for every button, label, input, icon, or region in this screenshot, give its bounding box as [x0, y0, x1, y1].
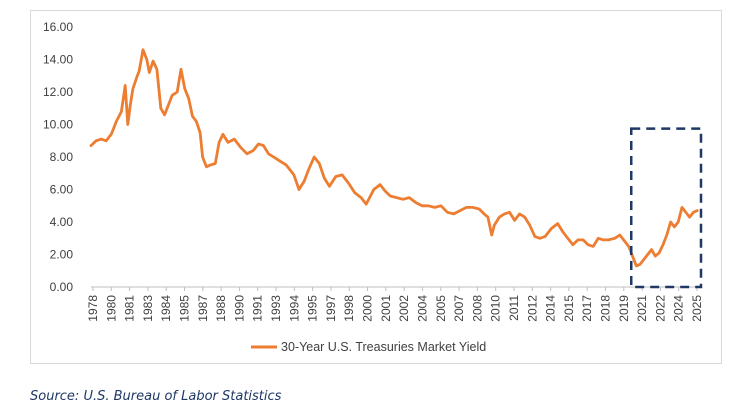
y-tick-label: 0.00	[50, 280, 74, 294]
y-tick-label: 4.00	[50, 215, 74, 229]
x-tick-label: 1980	[104, 295, 118, 322]
x-tick-label: 2019	[617, 295, 631, 322]
x-tick-label: 2021	[635, 295, 649, 322]
x-tick-label: 1995	[306, 295, 320, 322]
x-tick-label: 1983	[141, 295, 155, 322]
x-tick-label: 1981	[123, 295, 137, 322]
x-tick-label: 1985	[178, 295, 192, 322]
x-tick-label: 2022	[653, 295, 667, 322]
y-tick-label: 10.00	[43, 118, 73, 132]
x-tick-label: 1987	[196, 295, 210, 322]
x-tick-label: 2007	[452, 295, 466, 322]
annotation-layer	[629, 127, 703, 289]
x-tick-label: 2012	[525, 295, 539, 322]
chart-frame: 0.00 2.00 4.00 6.00 8.00 10.00 12.00 14.00 16.00…	[30, 10, 722, 364]
highlight-dashed-box	[629, 127, 703, 289]
x-tick-label: 2014	[544, 295, 558, 322]
x-tick-label: 1984	[159, 295, 173, 322]
x-tick-label: 2018	[598, 295, 612, 322]
y-tick-label: 12.00	[43, 85, 73, 99]
x-tick-label: 1997	[324, 295, 338, 322]
y-tick-label: 6.00	[50, 183, 74, 197]
x-tick-label: 2010	[489, 295, 503, 322]
x-tick-label: 1988	[214, 295, 228, 322]
y-axis: 0.00 2.00 4.00 6.00 8.00 10.00 12.00 14.00 16.00	[43, 20, 73, 294]
x-tick-label: 2008	[470, 295, 484, 322]
y-tick-label: 2.00	[50, 248, 74, 262]
x-tick-label: 2005	[434, 295, 448, 322]
series-line-30yr-treasury-yield	[89, 48, 699, 268]
y-tick-label: 8.00	[50, 150, 74, 164]
x-axis: 1978 1980 1981 1983 1984 1985 1987 1988 1990 1991…	[86, 286, 704, 322]
legend: 30-Year U.S. Treasuries Market Yield	[251, 340, 486, 354]
x-tick-label: 2000	[361, 295, 375, 322]
x-tick-label: 1994	[287, 295, 301, 322]
x-tick-label: 1998	[342, 295, 356, 322]
x-tick-label: 2025	[690, 295, 704, 322]
x-tick-label: 1991	[251, 295, 265, 322]
x-tick-label: 1990	[232, 295, 246, 322]
x-tick-label: 2017	[580, 295, 594, 322]
y-tick-label: 14.00	[43, 53, 73, 67]
legend-label: 30-Year U.S. Treasuries Market Yield	[281, 340, 486, 354]
x-tick-label: 1993	[269, 295, 283, 322]
x-tick-label: 2002	[397, 295, 411, 322]
x-tick-label: 2015	[562, 295, 576, 322]
x-tick-label: 1978	[86, 295, 100, 322]
series-layer	[89, 48, 699, 268]
yield-line-chart: 0.00 2.00 4.00 6.00 8.00 10.00 12.00 14.00 16.00…	[43, 20, 704, 354]
y-tick-label: 16.00	[43, 20, 73, 34]
x-tick-label: 2001	[379, 295, 393, 322]
x-tick-label: 2004	[415, 295, 429, 322]
x-tick-label: 2024	[672, 295, 686, 322]
source-note: Source: U.S. Bureau of Labor Statistics	[30, 389, 282, 404]
x-tick-label: 2011	[507, 295, 521, 321]
